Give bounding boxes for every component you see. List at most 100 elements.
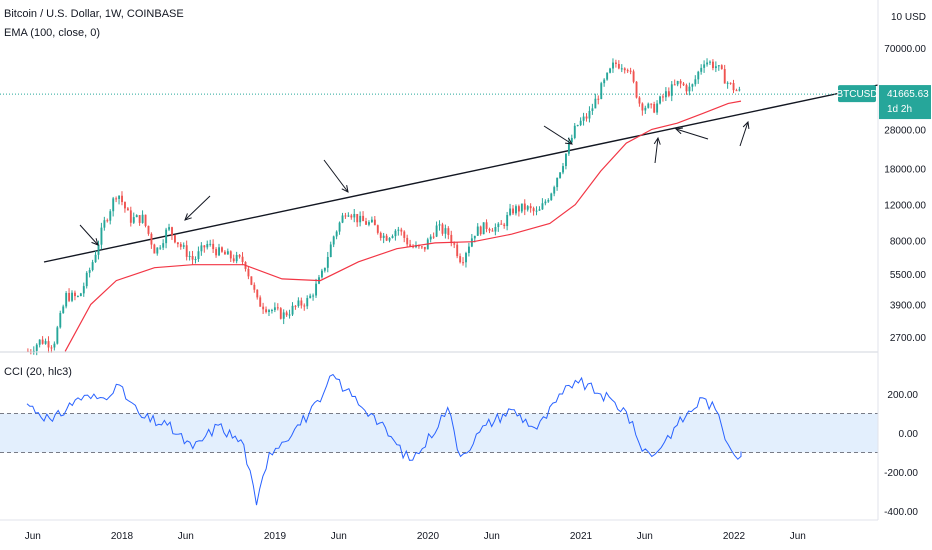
annotation-arrow <box>323 159 349 193</box>
candle-up <box>297 300 300 306</box>
candle-up <box>312 295 315 297</box>
candle-up <box>132 217 135 223</box>
candle-down <box>453 243 456 245</box>
candle-up <box>582 116 585 121</box>
price-axis-tick-label: 18000.00 <box>884 165 926 176</box>
candle-up <box>288 314 291 316</box>
candle-up <box>659 96 661 104</box>
annotation-arrow-head <box>742 120 750 130</box>
candle-up <box>323 267 326 271</box>
ema-legend: EMA (100, close, 0) <box>4 27 100 39</box>
candle-up <box>620 68 623 70</box>
candle-up <box>368 222 370 225</box>
candle-down <box>632 71 635 82</box>
candle-down <box>47 341 50 348</box>
candle-up <box>594 98 597 109</box>
candle-up <box>726 82 729 84</box>
candle-up <box>118 195 121 199</box>
candle-down <box>362 215 365 222</box>
candle-down <box>485 222 488 229</box>
time-axis-tick-label: 2022 <box>723 531 746 542</box>
price-axis-tick-label: 2700.00 <box>890 333 927 344</box>
candle-up <box>570 137 573 143</box>
candle-down <box>712 61 714 69</box>
annotation-arrow <box>184 195 211 221</box>
candle-up <box>647 103 650 108</box>
candle-down <box>229 251 232 259</box>
candle-up <box>703 64 706 68</box>
candle-up <box>438 224 441 226</box>
candle-down <box>144 214 147 226</box>
candle-up <box>465 253 467 263</box>
candle-up <box>197 251 200 259</box>
trendline <box>43 84 879 263</box>
candle-down <box>441 224 444 234</box>
candle-up <box>714 66 717 69</box>
candle-up <box>141 214 144 223</box>
candle-down <box>650 103 653 105</box>
candle-up <box>444 228 447 234</box>
candle-up <box>579 120 582 126</box>
candle-up <box>506 214 509 227</box>
candle-down <box>403 231 406 238</box>
candle-up <box>562 166 564 173</box>
candle-down <box>379 232 382 238</box>
candle-up <box>94 254 97 263</box>
candle-down <box>385 235 388 241</box>
candle-up <box>200 245 203 252</box>
candle-up <box>103 220 106 228</box>
candle-up <box>353 213 356 218</box>
candle-up <box>476 226 479 236</box>
candle-up <box>691 84 694 87</box>
candle-up <box>326 257 329 268</box>
candle-up <box>494 227 497 232</box>
candle-up <box>435 225 438 237</box>
cci-line <box>26 373 742 506</box>
countdown-label: 1d 2h <box>887 104 912 115</box>
candle-down <box>129 210 132 223</box>
candle-down <box>285 312 288 316</box>
candle-down <box>124 202 126 209</box>
candle-down <box>629 70 632 72</box>
annotation-arrow-head <box>564 137 573 145</box>
annotation-arrow-head <box>653 136 661 145</box>
candle-up <box>538 209 541 211</box>
candle-down <box>450 234 453 244</box>
candle-up <box>700 67 703 72</box>
candle-down <box>615 62 617 64</box>
candle-up <box>306 298 309 307</box>
candle-down <box>153 244 156 254</box>
candle-down <box>729 82 732 84</box>
price-axis-tick-label: 5500.00 <box>890 270 927 281</box>
candle-down <box>635 81 638 98</box>
candle-down <box>171 227 173 236</box>
candle-down <box>491 230 494 232</box>
candle-down <box>532 208 535 212</box>
candle-up <box>347 215 350 217</box>
candle-up <box>156 247 159 254</box>
candle-down <box>174 235 176 243</box>
candle-up <box>335 231 338 237</box>
candle-up <box>44 341 47 344</box>
candle-up <box>32 350 35 352</box>
candle-down <box>732 83 735 91</box>
candle-down <box>303 305 306 307</box>
time-axis-tick-label: Jun <box>790 531 806 542</box>
cci-axis-tick-label: 0.00 <box>899 429 919 440</box>
candle-up <box>282 312 285 319</box>
annotation-arrow-head <box>674 127 683 135</box>
annotation-arrow-head <box>341 185 349 193</box>
candle-up <box>235 254 238 262</box>
candle-up <box>271 310 273 312</box>
candle-down <box>203 245 206 248</box>
candle-up <box>509 208 512 215</box>
cci-axis-tick-label: -400.00 <box>884 507 918 518</box>
price-axis-tick-label: 3900.00 <box>890 300 927 311</box>
annotation-arrow-head <box>91 238 99 246</box>
candle-up <box>541 203 544 210</box>
candle-up <box>59 313 62 328</box>
candle-up <box>550 193 553 201</box>
cci-band <box>0 413 878 453</box>
candle-up <box>168 227 171 230</box>
